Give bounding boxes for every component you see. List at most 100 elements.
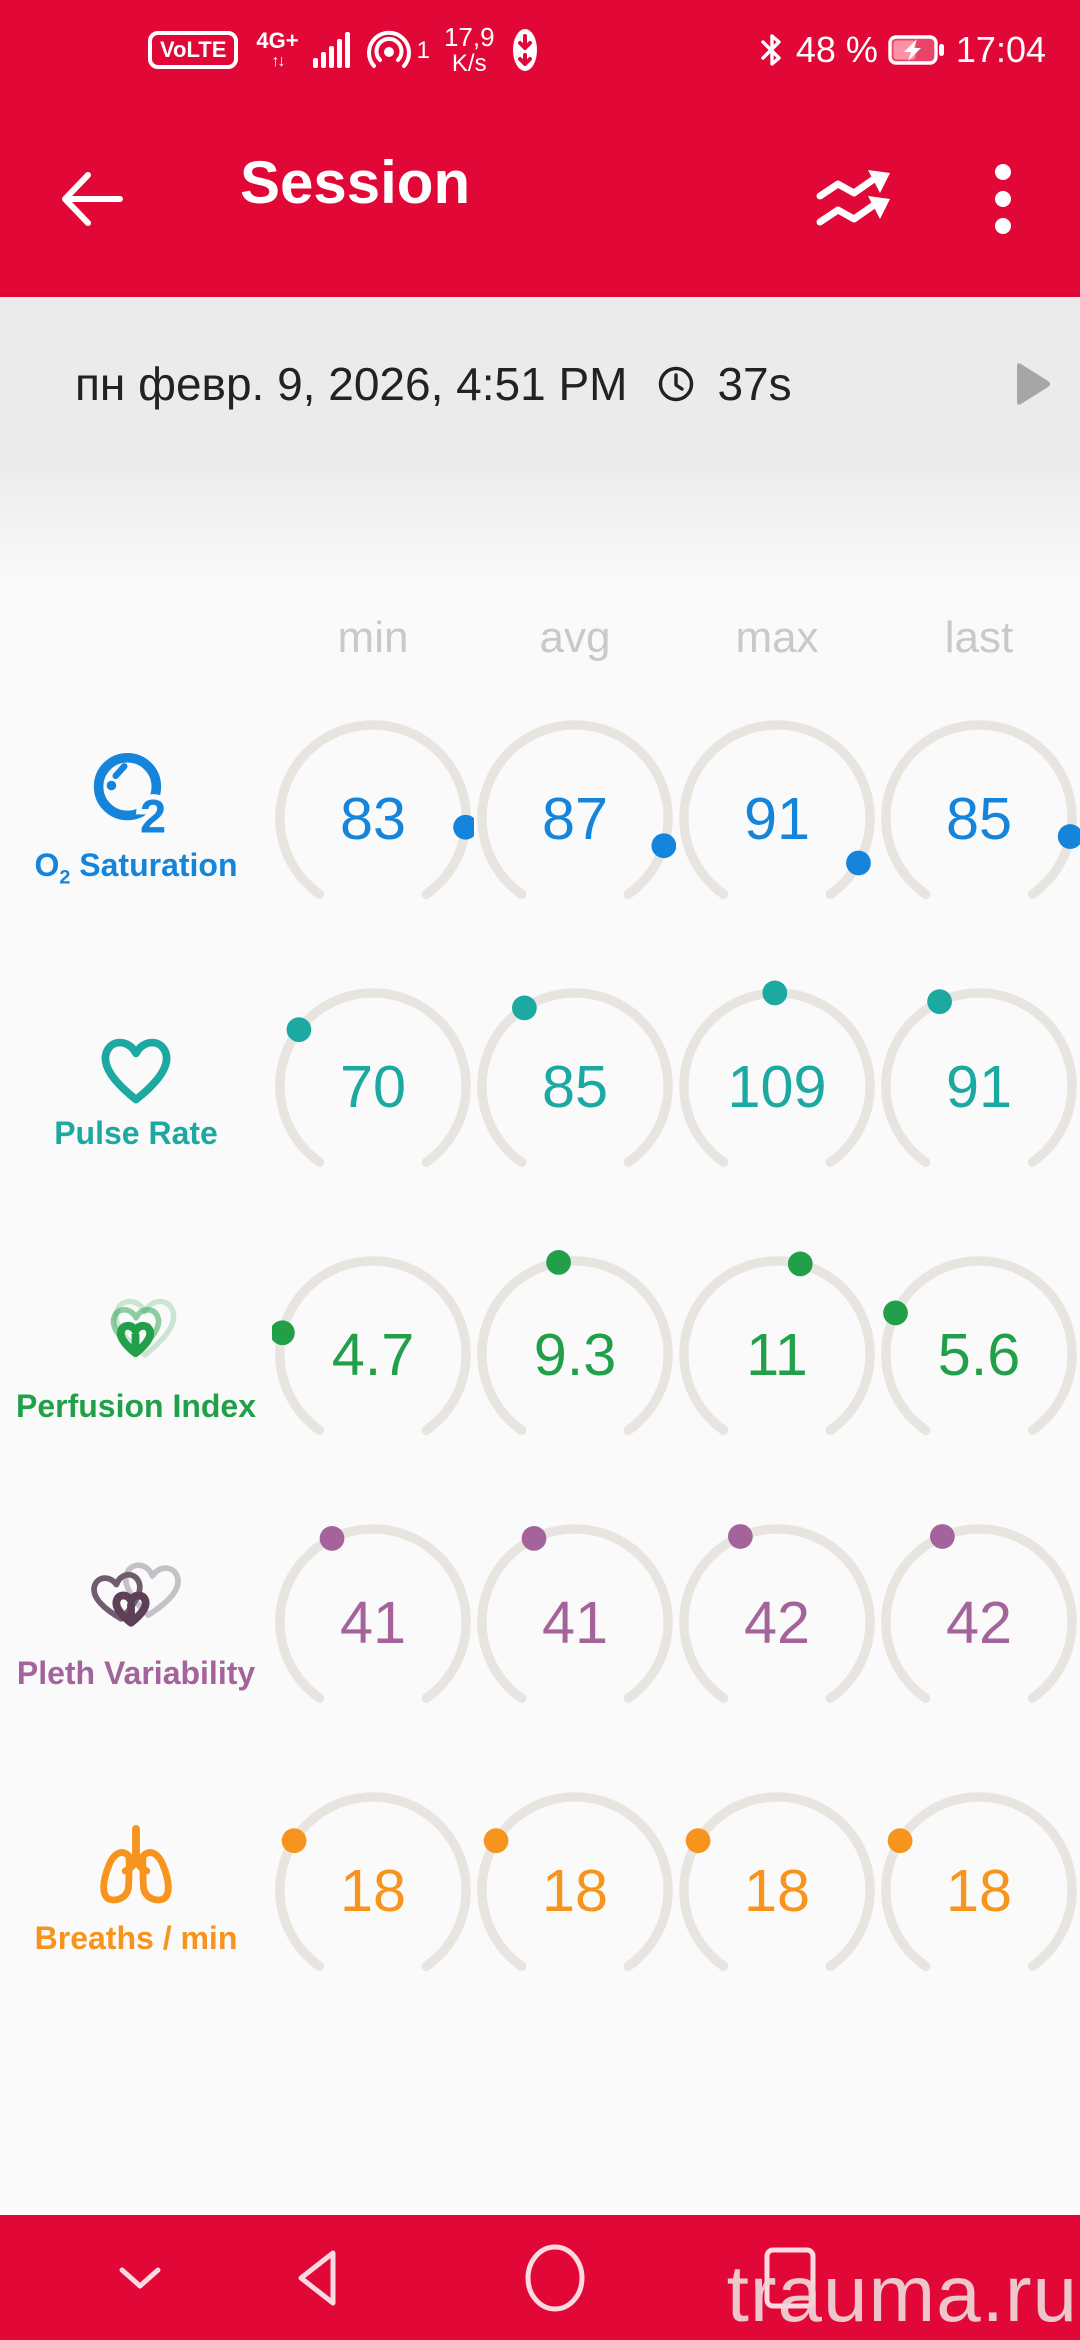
gauge-value: 70 <box>340 1053 406 1120</box>
gauge-value: 85 <box>542 1053 608 1120</box>
network-type-icon: 4G+ ↑↓ <box>256 27 299 70</box>
gauge-dot <box>319 1526 345 1551</box>
metric-row-pleth: Pleth Variability 41 41 42 42 <box>0 1488 1080 1756</box>
metric-label-o2: O2 Saturation <box>34 847 238 889</box>
battery-charging-icon <box>888 35 944 65</box>
gauge-o2-max: 91 <box>676 694 878 942</box>
back-arrow-icon[interactable] <box>58 170 124 228</box>
heart-icon <box>101 1038 171 1104</box>
volte-badge-icon: VoLTE <box>148 30 239 69</box>
trend-chart-button[interactable] <box>812 166 912 232</box>
signal-bars-icon <box>312 31 350 68</box>
navigation-bar <box>0 2215 1080 2340</box>
gauge-arc <box>477 1792 673 1971</box>
gauge-pulse-avg: 85 <box>474 962 676 1210</box>
gauge-arc <box>881 988 1077 1167</box>
hide-navbar-chevron-button[interactable] <box>112 2215 168 2340</box>
column-header-max: max <box>735 613 819 662</box>
gauge-perfusion-min: 4.7 <box>272 1230 474 1478</box>
session-info-bar: пн февр. 9, 2026, 4:51 PM 37s <box>0 297 1080 470</box>
metric-header-breaths: Breaths / min <box>0 1823 272 1957</box>
play-button[interactable] <box>1012 360 1052 408</box>
gauge-value: 41 <box>542 1589 608 1656</box>
metric-header-pulse: Pulse Rate <box>0 1020 272 1152</box>
column-header-avg: avg <box>539 613 611 662</box>
gauge-arc <box>275 1524 471 1703</box>
gauge-dot <box>521 1526 547 1551</box>
perfusion-icon-wrap <box>85 1283 187 1386</box>
gauge-dot <box>453 814 474 840</box>
gauge-pleth-last: 42 <box>878 1498 1080 1746</box>
status-right-cluster: 48 % 17:04 <box>758 29 1046 71</box>
gauge-dot <box>846 850 871 876</box>
gauge-dot <box>286 1017 312 1043</box>
nav-home-button[interactable] <box>522 2215 588 2340</box>
gauge-value: 41 <box>340 1589 406 1656</box>
gauge-arc <box>679 1792 875 1971</box>
gauge-arc <box>881 1524 1077 1703</box>
o2-icon-wrap: 2 <box>88 746 184 848</box>
gauge-dot <box>927 989 952 1015</box>
gauge-arc <box>881 1792 1077 1971</box>
gauge-pulse-max: 109 <box>676 962 878 1210</box>
gauge-dot <box>787 1251 813 1277</box>
column-header-row: min avg max last <box>0 592 1080 684</box>
gauge-dot <box>546 1250 571 1275</box>
layered-hearts-icon <box>110 1298 177 1358</box>
gauge-value: 109 <box>727 1053 826 1120</box>
nav-back-button[interactable] <box>284 2215 348 2340</box>
gauge-breaths-min: 18 <box>272 1766 474 2014</box>
gauge-pulse-min: 70 <box>272 962 474 1210</box>
gauge-dot <box>727 1524 753 1549</box>
content-top-fade <box>0 470 1080 585</box>
gauge-dot <box>483 1828 509 1854</box>
gauge-value: 4.7 <box>332 1321 415 1388</box>
gauge-pulse-last: 91 <box>878 962 1080 1210</box>
lungs-icon <box>100 1824 172 1904</box>
network-speed: 17,9 K/s <box>443 22 495 78</box>
gauge-breaths-max: 18 <box>676 1766 878 2014</box>
gauge-value: 91 <box>946 1053 1012 1120</box>
gauge-value: 85 <box>946 785 1012 852</box>
gauge-value: 42 <box>744 1589 810 1656</box>
clock-time: 17:04 <box>955 29 1046 70</box>
metric-row-o2: 2 O2 Saturation 83 87 91 <box>0 684 1080 952</box>
gauge-value: 18 <box>946 1857 1012 1924</box>
metric-label-pleth: Pleth Variability <box>16 1655 256 1691</box>
watermark: trauma.ru <box>726 2249 1078 2338</box>
gauge-arc <box>679 1256 875 1435</box>
gauge-o2-last: 85 <box>878 694 1080 942</box>
overflow-menu-button[interactable] <box>988 162 1018 236</box>
metric-row-breaths: Breaths / min 18 18 18 18 <box>0 1756 1080 2024</box>
double-hearts-icon <box>91 1562 181 1627</box>
nav-recents-button[interactable] <box>760 2215 820 2340</box>
duration-clock-icon <box>659 366 694 401</box>
gauge-arc <box>477 1524 673 1703</box>
gauge-arc <box>881 1256 1077 1435</box>
bluetooth-icon <box>761 34 781 66</box>
session-datetime: пн февр. 9, 2026, 4:51 PM <box>75 357 628 410</box>
gauge-value: 83 <box>340 785 406 852</box>
page-title: Session <box>240 149 471 216</box>
o2-bubble-icon: 2 <box>93 753 172 848</box>
metric-label-perfusion: Perfusion Index <box>15 1388 257 1424</box>
gauge-dot <box>651 833 676 859</box>
gauge-arc <box>275 1792 471 1971</box>
gauge-breaths-last: 18 <box>878 1766 1080 2014</box>
gauge-dot <box>512 995 537 1021</box>
gauge-arc <box>275 1256 471 1435</box>
hotspot-count: 1 <box>416 37 430 64</box>
gauge-dot <box>887 1828 913 1854</box>
gauge-perfusion-last: 5.6 <box>878 1230 1080 1478</box>
gauge-dot <box>685 1828 711 1854</box>
gauge-value: 18 <box>744 1857 810 1924</box>
metric-row-perfusion: Perfusion Index 4.7 9.3 11 5.6 <box>0 1220 1080 1488</box>
gauge-dot <box>272 1320 295 1346</box>
hotspot-icon <box>366 30 411 68</box>
gauge-arc <box>477 1256 673 1435</box>
gauge-value: 18 <box>340 1857 406 1924</box>
gauge-pleth-min: 41 <box>272 1498 474 1746</box>
column-header-min: min <box>337 613 409 662</box>
breaths-icon-wrap <box>86 1823 186 1918</box>
